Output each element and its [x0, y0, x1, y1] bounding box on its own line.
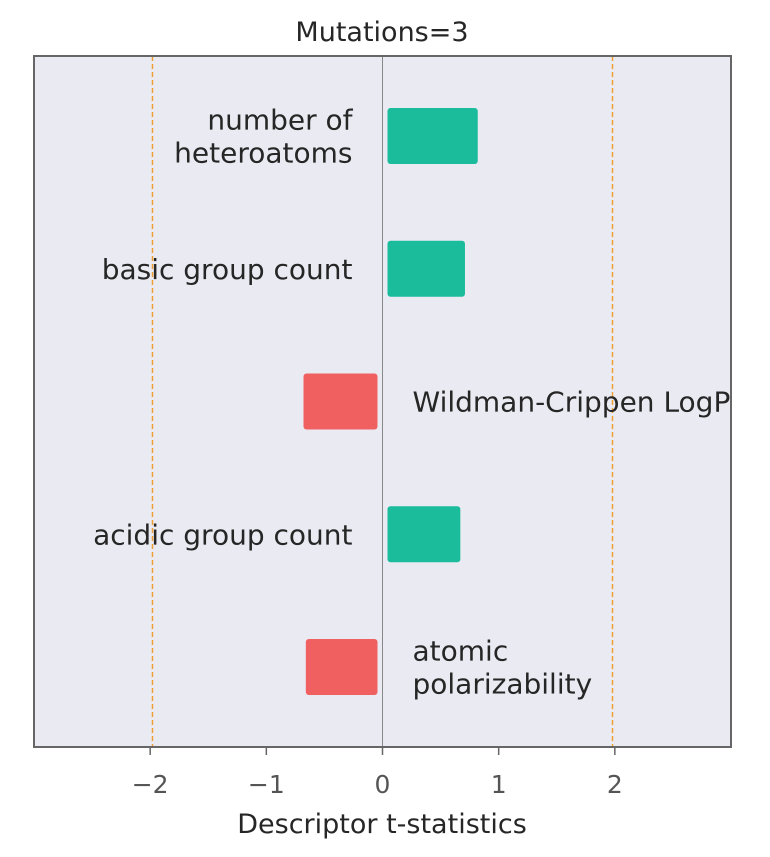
bar-label: acidic group count	[93, 518, 352, 551]
bar-label-line: number of	[207, 104, 353, 137]
bar-labels: number of heteroatoms basic group count Wil…	[93, 104, 730, 701]
bar	[387, 506, 461, 563]
bars	[303, 108, 478, 695]
bar	[305, 639, 378, 695]
threshold-lines	[151, 56, 614, 747]
x-tick-label: −2	[132, 770, 169, 799]
bar-label-line: Wildman-Crippen LogP	[413, 386, 731, 419]
chart-title: Mutations=3	[295, 17, 468, 48]
bar	[303, 373, 378, 430]
x-tick-label: 1	[491, 770, 507, 799]
x-tick-label: 2	[607, 770, 623, 799]
bar-label: atomic polarizability	[413, 635, 593, 701]
x-tick-label: −1	[248, 770, 285, 799]
bar-label-line: acidic group count	[93, 518, 352, 551]
bar-label: number of heteroatoms	[174, 104, 353, 170]
bar	[387, 108, 478, 164]
x-tick-label: 0	[375, 770, 391, 799]
x-axis-ticks: −2 −1 0 1 2	[132, 747, 623, 799]
bar	[387, 240, 465, 297]
bar-label-line: atomic	[413, 635, 509, 668]
x-axis-label: Descriptor t-statistics	[237, 809, 527, 840]
bar-label: Wildman-Crippen LogP	[413, 386, 731, 419]
bar-label-line: polarizability	[413, 668, 593, 701]
bar-label-line: heteroatoms	[174, 137, 352, 170]
bar-label-line: basic group count	[102, 253, 353, 286]
bar-label: basic group count	[102, 253, 353, 286]
